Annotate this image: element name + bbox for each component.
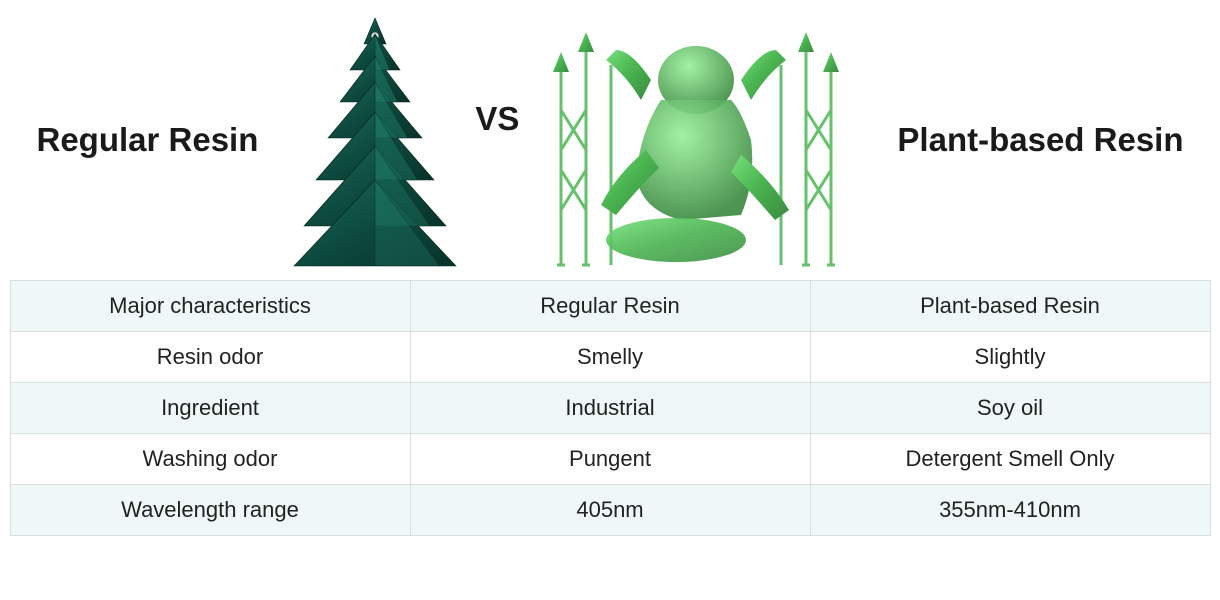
table-row: Wavelength range 405nm 355nm-410nm (10, 485, 1210, 536)
cell-regular: Industrial (410, 383, 810, 434)
regular-resin-figure (288, 10, 463, 270)
table-row: Resin odor Smelly Slightly (10, 332, 1210, 383)
cell-plant: Detergent Smell Only (810, 434, 1210, 485)
table-row: Ingredient Industrial Soy oil (10, 383, 1210, 434)
cell-regular: Smelly (410, 332, 810, 383)
hero-comparison: Regular Resin (0, 0, 1220, 280)
cell-plant: Slightly (810, 332, 1210, 383)
header-cell-regular: Regular Resin (410, 281, 810, 332)
right-title: Plant-based Resin (897, 121, 1183, 159)
cell-label: Wavelength range (10, 485, 410, 536)
vs-label: VS (475, 100, 519, 138)
header-cell-plant: Plant-based Resin (810, 281, 1210, 332)
left-title: Regular Resin (36, 121, 258, 159)
cell-regular: 405nm (410, 485, 810, 536)
cell-plant: Soy oil (810, 383, 1210, 434)
table-header-row: Major characteristics Regular Resin Plan… (10, 281, 1210, 332)
sculpture-icon (531, 10, 861, 270)
cell-label: Ingredient (10, 383, 410, 434)
tree-icon (288, 10, 463, 270)
cell-plant: 355nm-410nm (810, 485, 1210, 536)
cell-label: Washing odor (10, 434, 410, 485)
cell-label: Resin odor (10, 332, 410, 383)
table-row: Washing odor Pungent Detergent Smell Onl… (10, 434, 1210, 485)
cell-regular: Pungent (410, 434, 810, 485)
comparison-table: Major characteristics Regular Resin Plan… (10, 280, 1211, 536)
plant-resin-figure (531, 10, 861, 270)
header-cell-characteristics: Major characteristics (10, 281, 410, 332)
